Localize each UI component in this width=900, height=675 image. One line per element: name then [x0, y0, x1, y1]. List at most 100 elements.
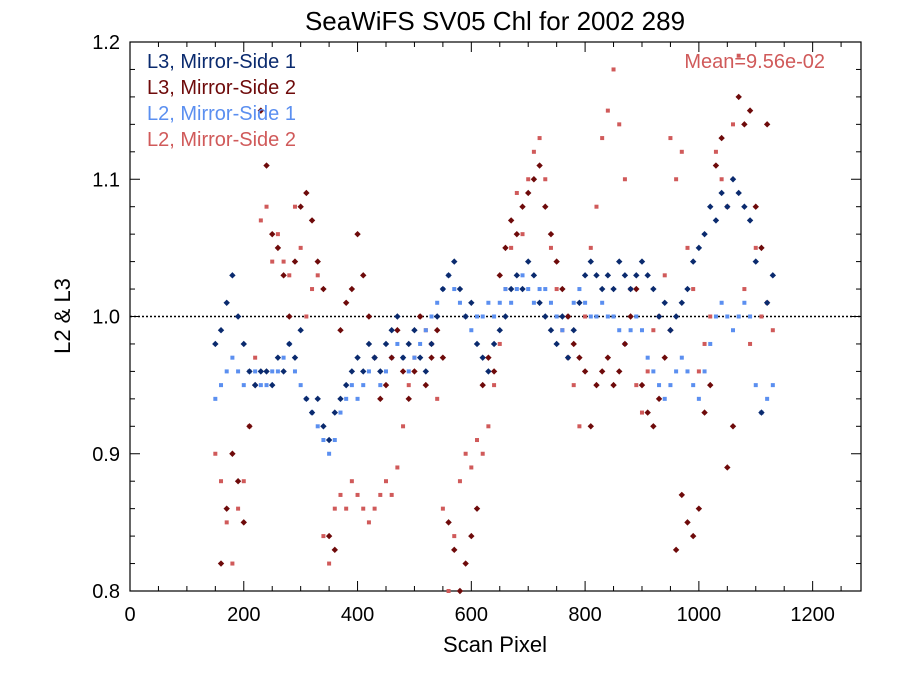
data-point: [399, 368, 407, 375]
data-point: [332, 438, 337, 443]
data-point: [731, 328, 736, 333]
data-point: [246, 368, 253, 375]
data-point: [684, 519, 691, 526]
data-point: [445, 272, 452, 279]
data-point: [633, 285, 640, 293]
data-point: [219, 383, 224, 388]
data-point: [394, 313, 401, 320]
data-point: [689, 532, 697, 540]
data-point: [638, 381, 646, 389]
y-tick-label: 0.9: [92, 444, 120, 466]
data-point: [486, 300, 491, 305]
y-tick-label: 1.1: [92, 169, 120, 191]
data-point: [685, 245, 690, 250]
data-point: [303, 189, 310, 197]
data-point: [440, 506, 445, 511]
data-point: [526, 287, 531, 292]
data-point: [617, 328, 622, 333]
data-point: [696, 396, 701, 401]
data-point: [383, 479, 388, 484]
data-point: [583, 300, 588, 305]
data-point: [605, 314, 610, 319]
data-point: [729, 176, 737, 183]
data-point: [292, 369, 297, 374]
data-point: [452, 287, 457, 292]
data-point: [668, 136, 673, 141]
data-point: [406, 383, 411, 388]
data-point: [634, 314, 639, 319]
y-tick-label: 1.2: [92, 32, 120, 54]
data-point: [668, 383, 673, 388]
data-point: [446, 589, 451, 593]
data-point: [525, 189, 532, 197]
data-point: [297, 203, 304, 210]
y-tick-label: 0.8: [92, 581, 120, 603]
data-point: [457, 479, 462, 484]
chart-title: SeaWiFS SV05 Chl for 2002 289: [305, 6, 685, 36]
data-point: [684, 285, 691, 293]
data-point: [725, 314, 730, 319]
data-point: [422, 381, 430, 389]
data-point: [689, 258, 697, 265]
data-point: [496, 272, 503, 279]
data-point: [337, 395, 344, 403]
data-point: [752, 258, 759, 265]
data-point: [355, 396, 360, 401]
data-point: [439, 285, 447, 293]
x-tick-label: 1000: [677, 604, 722, 626]
data-point: [217, 327, 225, 334]
data-point: [241, 383, 246, 388]
data-point: [230, 355, 235, 360]
data-point: [492, 383, 497, 388]
data-point: [570, 327, 577, 334]
data-point: [553, 258, 560, 265]
data-point: [763, 299, 771, 306]
data-point: [542, 313, 549, 320]
data-point: [514, 287, 519, 292]
data-point: [770, 328, 775, 333]
data-point: [378, 492, 383, 497]
data-point: [366, 520, 371, 525]
data-point: [258, 218, 263, 223]
data-point: [229, 450, 236, 457]
data-point: [736, 53, 741, 58]
data-point: [513, 272, 521, 279]
data-point: [480, 314, 485, 319]
data-point: [406, 369, 411, 374]
data-point: [536, 162, 543, 169]
data-point: [416, 313, 424, 320]
data-point: [292, 204, 297, 209]
mean-annotation: Mean=9.56e-02: [684, 51, 825, 73]
data-point: [490, 368, 498, 375]
data-point: [695, 244, 703, 252]
data-point: [416, 354, 424, 361]
data-point: [701, 409, 708, 416]
data-point: [679, 355, 684, 360]
data-point: [456, 285, 464, 293]
data-point: [758, 244, 765, 252]
data-point: [559, 313, 566, 320]
data-point: [274, 354, 282, 361]
data-point: [718, 189, 725, 197]
data-point: [507, 285, 515, 293]
data-point: [617, 122, 622, 127]
data-point: [763, 121, 771, 128]
data-point: [280, 272, 287, 279]
data-point: [422, 368, 430, 375]
data-point: [452, 534, 457, 539]
legend-entry: L3, Mirror-Side 2: [147, 77, 296, 99]
data-point: [742, 300, 747, 305]
data-point: [650, 423, 657, 430]
data-point: [298, 245, 303, 250]
data-point: [530, 272, 538, 279]
data-point: [525, 258, 532, 265]
data-point: [577, 287, 582, 292]
data-point: [456, 587, 464, 595]
data-point: [531, 300, 536, 305]
data-point: [753, 383, 758, 388]
data-point: [729, 423, 737, 430]
data-point: [542, 203, 549, 210]
data-point: [502, 313, 509, 320]
data-point: [258, 383, 263, 388]
data-point: [308, 217, 316, 224]
